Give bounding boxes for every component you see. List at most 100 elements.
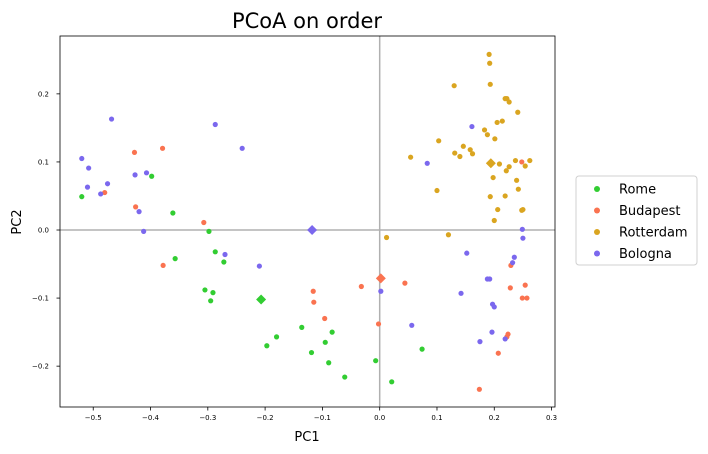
y-tick-label: −0.2 <box>32 363 49 371</box>
point-bologna <box>491 304 497 310</box>
point-budapest <box>505 331 511 337</box>
point-rotterdam <box>515 186 521 192</box>
point-bologna <box>141 228 147 234</box>
point-budapest <box>159 145 166 151</box>
x-tick-label: −0.3 <box>199 414 216 422</box>
point-bologna <box>79 155 85 162</box>
point-rotterdam <box>514 177 520 183</box>
point-budapest <box>133 204 139 210</box>
point-rome <box>322 339 328 345</box>
points-layer <box>79 51 533 392</box>
point-rome <box>149 173 155 179</box>
y-tick-label: 0.2 <box>38 90 49 98</box>
point-rotterdam <box>460 143 466 149</box>
point-rotterdam <box>494 119 500 126</box>
centroid-rotterdam <box>485 158 496 169</box>
legend-marker-budapest <box>594 207 600 214</box>
point-rotterdam <box>445 232 452 238</box>
point-budapest <box>495 350 501 356</box>
point-rotterdam <box>522 163 528 169</box>
point-rotterdam <box>487 194 493 200</box>
point-rome <box>170 210 176 216</box>
y-tick-label: 0.0 <box>38 227 49 235</box>
point-bologna <box>239 145 245 151</box>
point-rome <box>208 298 214 304</box>
legend-label-rome: Rome <box>619 183 656 198</box>
legend: Rome Budapest Rotterdam Bologna <box>575 175 698 266</box>
point-rome <box>299 324 305 330</box>
point-rotterdam <box>469 151 476 157</box>
point-budapest <box>507 285 513 291</box>
x-tick-label: −0.4 <box>142 414 160 422</box>
x-tick-label: 0.2 <box>489 414 500 422</box>
point-bologna <box>477 339 483 345</box>
x-axis-ticks: −0.5 −0.4 −0.3 −0.2 −0.1 0.0 0.1 0.2 0.3 <box>85 407 557 422</box>
point-budapest <box>402 280 408 286</box>
point-budapest <box>476 386 482 392</box>
centroid-bologna <box>307 225 318 236</box>
point-rotterdam <box>527 157 533 164</box>
y-axis-ticks: −0.2 −0.1 0.0 0.1 0.2 <box>32 90 60 371</box>
point-bologna <box>502 336 508 342</box>
legend-box <box>575 175 698 266</box>
point-rotterdam <box>452 150 458 156</box>
point-bologna <box>222 251 228 258</box>
point-rome <box>206 228 212 234</box>
point-rotterdam <box>503 168 509 174</box>
point-bologna <box>98 191 104 197</box>
y-tick-label: −0.1 <box>32 295 49 303</box>
x-axis-label: PC1 <box>294 430 319 445</box>
point-rotterdam <box>506 99 512 105</box>
point-bologna <box>132 172 138 178</box>
point-rome <box>264 343 270 349</box>
point-rotterdam <box>515 109 521 115</box>
point-bologna <box>489 329 495 335</box>
point-rotterdam <box>491 217 497 224</box>
point-bologna <box>136 209 142 215</box>
point-bologna <box>256 263 262 269</box>
point-rome <box>212 249 218 255</box>
x-tick-label: 0.3 <box>546 414 557 422</box>
point-bologna <box>84 184 91 190</box>
point-bologna <box>143 170 150 176</box>
point-rotterdam <box>487 81 493 87</box>
point-rotterdam <box>496 161 503 167</box>
point-bologna <box>487 276 493 282</box>
point-rotterdam <box>436 138 442 144</box>
x-tick-label: 0.1 <box>431 414 442 422</box>
point-budapest <box>201 219 207 226</box>
x-tick-label: −0.1 <box>314 414 331 422</box>
point-rotterdam <box>487 60 493 66</box>
point-bologna <box>86 165 92 171</box>
point-bologna <box>520 235 526 241</box>
point-rotterdam <box>502 193 508 199</box>
point-rome <box>308 349 315 356</box>
point-budapest <box>375 321 382 327</box>
point-budapest <box>131 149 138 156</box>
point-rome <box>221 259 227 265</box>
point-bologna <box>458 290 464 296</box>
point-budapest <box>311 299 317 305</box>
point-bologna <box>511 254 517 260</box>
point-rotterdam <box>457 153 463 160</box>
point-rome <box>202 287 208 293</box>
point-bologna <box>104 181 111 187</box>
point-budapest <box>519 159 525 165</box>
point-rotterdam <box>495 206 501 213</box>
legend-label-budapest: Budapest <box>619 204 681 219</box>
point-rome <box>373 358 379 364</box>
point-rome <box>273 334 280 340</box>
point-bologna <box>424 160 430 166</box>
point-rotterdam <box>490 174 496 181</box>
point-rotterdam <box>434 187 440 194</box>
point-bologna <box>378 288 384 294</box>
point-bologna <box>469 123 475 130</box>
point-bologna <box>108 116 115 122</box>
legend-marker-rome <box>594 186 600 192</box>
point-budapest <box>358 283 364 290</box>
point-budapest <box>519 295 525 301</box>
point-rome <box>389 379 395 385</box>
point-rotterdam <box>499 118 505 124</box>
point-budapest <box>160 262 166 269</box>
